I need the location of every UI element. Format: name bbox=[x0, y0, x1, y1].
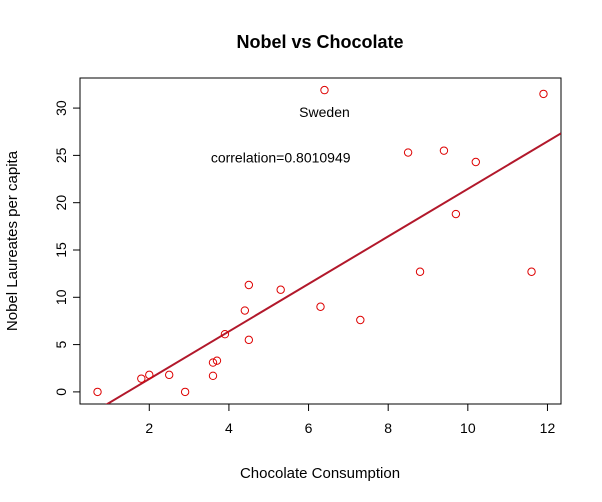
x-tick-label: 6 bbox=[305, 420, 313, 436]
data-point bbox=[403, 148, 413, 157]
y-tick-label: 25 bbox=[53, 147, 69, 163]
data-point bbox=[439, 146, 449, 155]
data-point bbox=[244, 335, 254, 345]
regression-layer bbox=[105, 132, 561, 404]
data-point bbox=[208, 371, 218, 381]
points-layer bbox=[93, 85, 548, 397]
y-axis: 0 5 10 15 20 25 30 bbox=[53, 100, 81, 396]
chart-title: Nobel vs Chocolate bbox=[236, 32, 403, 52]
data-point bbox=[276, 285, 285, 294]
x-tick-label: 2 bbox=[145, 420, 153, 436]
data-point bbox=[145, 370, 154, 380]
x-tick-label: 4 bbox=[225, 420, 233, 436]
x-tick-label: 10 bbox=[460, 420, 476, 436]
y-tick-label: 30 bbox=[53, 100, 69, 116]
data-point bbox=[527, 267, 536, 276]
y-tick-label: 20 bbox=[53, 195, 69, 211]
y-tick-label: 10 bbox=[53, 289, 69, 305]
data-point bbox=[180, 387, 190, 397]
data-point bbox=[356, 315, 365, 325]
x-tick-label: 12 bbox=[540, 420, 556, 436]
x-tick-label: 8 bbox=[384, 420, 392, 436]
data-point bbox=[212, 356, 222, 365]
y-tick-label: 5 bbox=[53, 340, 69, 348]
regression-line bbox=[105, 132, 561, 404]
data-point bbox=[137, 374, 146, 383]
chart-annotation: correlation=0.8010949 bbox=[211, 149, 351, 165]
data-point bbox=[539, 89, 548, 99]
data-point bbox=[220, 329, 230, 339]
data-point bbox=[93, 387, 102, 397]
chart-annotation: Sweden bbox=[299, 104, 350, 120]
data-point bbox=[451, 209, 461, 219]
x-axis: 2 4 6 8 10 12 bbox=[145, 403, 556, 436]
data-point bbox=[208, 358, 218, 367]
data-point bbox=[316, 302, 325, 311]
y-tick-label: 15 bbox=[53, 242, 69, 258]
y-tick-label: 0 bbox=[53, 388, 69, 396]
plot-area bbox=[79, 77, 562, 405]
data-point bbox=[240, 306, 250, 315]
annotations-layer: Sweden correlation=0.8010949 bbox=[211, 104, 351, 165]
data-point bbox=[244, 280, 254, 290]
y-axis-label: Nobel Laureates per capita bbox=[4, 150, 21, 331]
data-point bbox=[164, 370, 174, 380]
data-point bbox=[320, 85, 329, 95]
data-point bbox=[415, 267, 425, 276]
data-point bbox=[471, 157, 480, 167]
x-axis-label: Chocolate Consumption bbox=[240, 465, 400, 482]
